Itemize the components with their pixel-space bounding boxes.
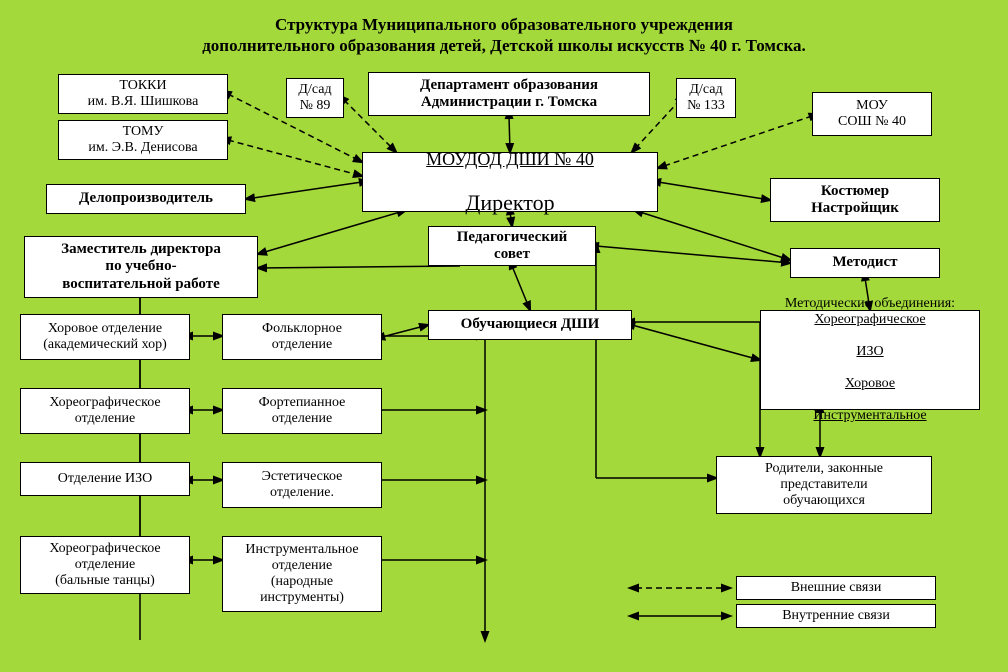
node-dsad89: Д/сад№ 89 — [286, 78, 344, 118]
node-legend2: Внутренние связи — [736, 604, 936, 628]
node-tokki: ТОККИим. В.Я. Шишкова — [58, 74, 228, 114]
title-line2: дополнительного образования детей, Детск… — [202, 36, 806, 55]
node-horeo1: Хореографическоеотделение — [20, 388, 190, 434]
node-students: Обучающиеся ДШИ — [428, 310, 632, 340]
node-horovoe: Хоровое отделение(академический хор) — [20, 314, 190, 360]
node-parents: Родители, законныепредставителиобучающих… — [716, 456, 932, 514]
node-metod_obj: Методические объединения:Хореографическо… — [760, 310, 980, 410]
org-chart: Структура Муниципального образовательног… — [0, 0, 1008, 672]
node-folk: Фольклорноеотделение — [222, 314, 382, 360]
node-instr: Инструментальноеотделение(народныеинстру… — [222, 536, 382, 612]
node-estet: Эстетическоеотделение. — [222, 462, 382, 508]
node-dsad133: Д/сад№ 133 — [676, 78, 736, 118]
node-piano: Фортепианноеотделение — [222, 388, 382, 434]
node-dept: Департамент образованияАдминистрации г. … — [368, 72, 650, 116]
node-director: МОУДОД ДШИ № 40Директор — [362, 152, 658, 212]
node-kostumer: КостюмерНастройщик — [770, 178, 940, 222]
chart-title: Структура Муниципального образовательног… — [0, 14, 1008, 57]
title-line1: Структура Муниципального образовательног… — [275, 15, 733, 34]
node-horeo2: Хореографическоеотделение(бальные танцы) — [20, 536, 190, 594]
node-mou40: МОУСОШ № 40 — [812, 92, 932, 136]
node-metodist: Методист — [790, 248, 940, 278]
node-tomu: ТОМУим. Э.В. Денисова — [58, 120, 228, 160]
node-izo: Отделение ИЗО — [20, 462, 190, 496]
node-zam: Заместитель директорапо учебно-воспитате… — [24, 236, 258, 298]
node-legend1: Внешние связи — [736, 576, 936, 600]
node-pedsovet: Педагогическийсовет — [428, 226, 596, 266]
node-delo: Делопроизводитель — [46, 184, 246, 214]
